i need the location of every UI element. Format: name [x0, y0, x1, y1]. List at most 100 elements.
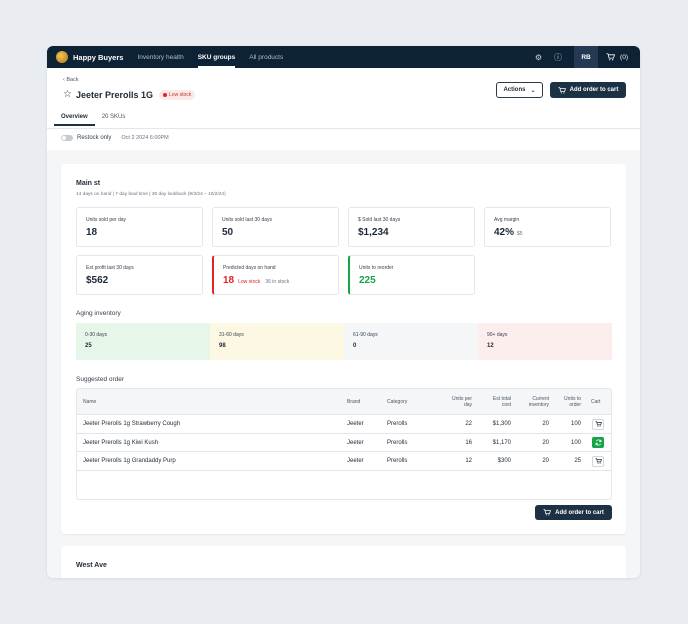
cell-current-inventory: 20	[542, 439, 549, 446]
col-units-to-order[interactable]: Units to order	[552, 389, 581, 415]
aging-bucket-0-30: 0-30 days 25	[76, 323, 210, 360]
stat-predicted-days-on-hand: Predicted days on hand 18 Low stock 36 in …	[212, 255, 339, 295]
cell-category: Prerolls	[387, 421, 408, 428]
row-in-cart-button[interactable]	[592, 437, 604, 448]
stat-est-profit: Est profit last 30 days $562	[76, 255, 203, 295]
col-label-line: Units to	[564, 395, 581, 402]
add-order-to-cart-button[interactable]: Add order to cart	[550, 82, 626, 98]
restock-only-toggle[interactable]	[61, 135, 73, 141]
nav-link-all-products[interactable]: All products	[249, 53, 284, 61]
content-area: Main st 14 days on hand | 7 day lead tim…	[47, 150, 640, 578]
cell-units-to-order: 100	[570, 439, 581, 446]
cell-est-cost: $1,170	[492, 439, 511, 446]
col-current-inventory[interactable]: Current inventory	[517, 389, 549, 415]
avatar[interactable]: RB	[574, 46, 599, 68]
stat-value: 18	[86, 227, 98, 238]
cell-category: Prerolls	[387, 439, 408, 446]
col-label-line: inventory	[528, 402, 549, 408]
star-icon[interactable]: ☆	[63, 89, 72, 100]
help-icon[interactable]: ⓘ	[554, 52, 563, 62]
page-title: Jeeter Prerolls 1G	[75, 89, 154, 100]
status-badge: Low stock	[159, 89, 196, 100]
row-add-to-cart-button[interactable]	[592, 418, 604, 430]
tab-divider	[47, 128, 640, 129]
stat-value: 42%	[494, 227, 515, 238]
stat-units-sold-per-day: Units sold per day 18	[76, 207, 203, 247]
cart-icon	[595, 458, 602, 464]
location-add-order-to-cart-button[interactable]: Add order to cart	[535, 505, 612, 520]
col-cart: Cart	[591, 398, 601, 405]
stat-units-sold-30-days: Units sold last 30 days 50	[212, 207, 339, 247]
add-order-label: Add order to cart	[555, 509, 604, 516]
stat-value-wrap: 42% $5	[494, 227, 523, 238]
stat-label: Predicted days on hand	[223, 265, 276, 271]
cell-brand: Jeeter	[347, 421, 364, 428]
stat-avg-margin: Avg margin 42% $5	[484, 207, 611, 247]
aging-inventory-bar: 0-30 days 25 31-60 days 98 61-90 days 0 …	[76, 323, 612, 360]
cell-units-to-order: 25	[574, 458, 581, 465]
status-dot-icon	[163, 92, 168, 97]
tab-skus[interactable]: 20 SKUs	[101, 114, 126, 120]
stat-extra: $5	[517, 231, 523, 237]
col-label-line: order	[569, 402, 581, 408]
cell-est-cost: $300	[497, 458, 511, 465]
aging-value: 0	[353, 343, 357, 349]
table-row: Jeeter Prerolls 1g Kiwi Kush Jeeter Prer…	[77, 434, 611, 452]
col-category[interactable]: Category	[387, 398, 408, 405]
brand-logo-icon	[56, 51, 68, 63]
brand-name: Happy Buyers	[73, 52, 124, 62]
cart-icon	[595, 421, 602, 427]
app-window: Happy Buyers Inventory health SKU groups…	[47, 46, 640, 578]
cart-icon	[543, 509, 552, 516]
stat-value: $1,234	[358, 227, 389, 238]
add-order-label: Add order to cart	[569, 87, 619, 93]
data-timestamp: Oct 2 2024 6:00PM	[121, 135, 169, 141]
actions-button[interactable]: Actions ⌄	[496, 82, 543, 98]
stat-label: Units to reorder	[359, 265, 394, 271]
suggested-order-title: Suggested order	[76, 376, 125, 383]
col-label-line: day	[463, 402, 472, 408]
aging-bucket-61-90: 61-90 days 0	[344, 323, 478, 360]
row-add-to-cart-button[interactable]	[592, 455, 604, 467]
aging-label: 90+ days	[487, 332, 508, 338]
cell-units-per-day: 22	[465, 421, 472, 428]
aging-bucket-31-60: 31-60 days 98	[210, 323, 344, 360]
nav-link-inventory-health[interactable]: Inventory health	[137, 53, 184, 61]
status-badge-label: Low stock	[169, 91, 192, 98]
cart-icon	[606, 53, 616, 61]
location-card-west-ave: West Ave	[61, 546, 626, 578]
aging-value: 12	[487, 343, 494, 349]
cell-name: Jeeter Prerolls 1g Kiwi Kush	[83, 439, 159, 446]
cart-count: (0)	[620, 53, 628, 61]
col-brand[interactable]: Brand	[347, 398, 361, 405]
nav-link-sku-groups[interactable]: SKU groups	[197, 46, 235, 68]
table-header: Name Brand Category Units per day Est tot…	[77, 389, 611, 415]
stat-label: Units sold last 30 days	[222, 217, 273, 223]
location-subtitle: 14 days on hand | 7 day lead time | 30 d…	[76, 192, 226, 197]
aging-label: 61-90 days	[353, 332, 378, 338]
tab-overview[interactable]: Overview	[54, 112, 95, 126]
col-est-total-cost[interactable]: Est total cost	[477, 389, 511, 415]
stat-dollars-sold-30-days: $ Sold last 30 days $1,234	[348, 207, 475, 247]
aging-label: 0-30 days	[85, 332, 107, 338]
cell-units-per-day: 16	[465, 439, 472, 446]
suggested-order-table: Name Brand Category Units per day Est tot…	[76, 388, 612, 500]
cell-current-inventory: 20	[542, 458, 549, 465]
nav-cart-button[interactable]: (0)	[606, 53, 628, 61]
aging-inventory-title: Aging inventory	[76, 310, 121, 317]
aging-bucket-90-plus: 90+ days 12	[478, 323, 612, 360]
aging-value: 98	[219, 343, 226, 349]
back-link[interactable]: ‹ Back	[63, 77, 79, 83]
gear-icon[interactable]: ⚙	[534, 52, 543, 62]
table-row: Jeeter Prerolls 1g Strawberry Cough Jeet…	[77, 415, 611, 434]
col-label-line: Current	[532, 395, 549, 402]
col-units-per-day[interactable]: Units per day	[437, 389, 472, 415]
tab-bar: Overview 20 SKUs	[54, 112, 132, 126]
col-label-line: Units per	[451, 395, 472, 402]
col-name[interactable]: Name	[83, 398, 97, 405]
cell-est-cost: $1,300	[492, 421, 511, 428]
cell-units-per-day: 12	[465, 458, 472, 465]
stat-value: 225	[359, 275, 376, 286]
cell-brand: Jeeter	[347, 439, 364, 446]
refresh-icon	[595, 439, 601, 446]
